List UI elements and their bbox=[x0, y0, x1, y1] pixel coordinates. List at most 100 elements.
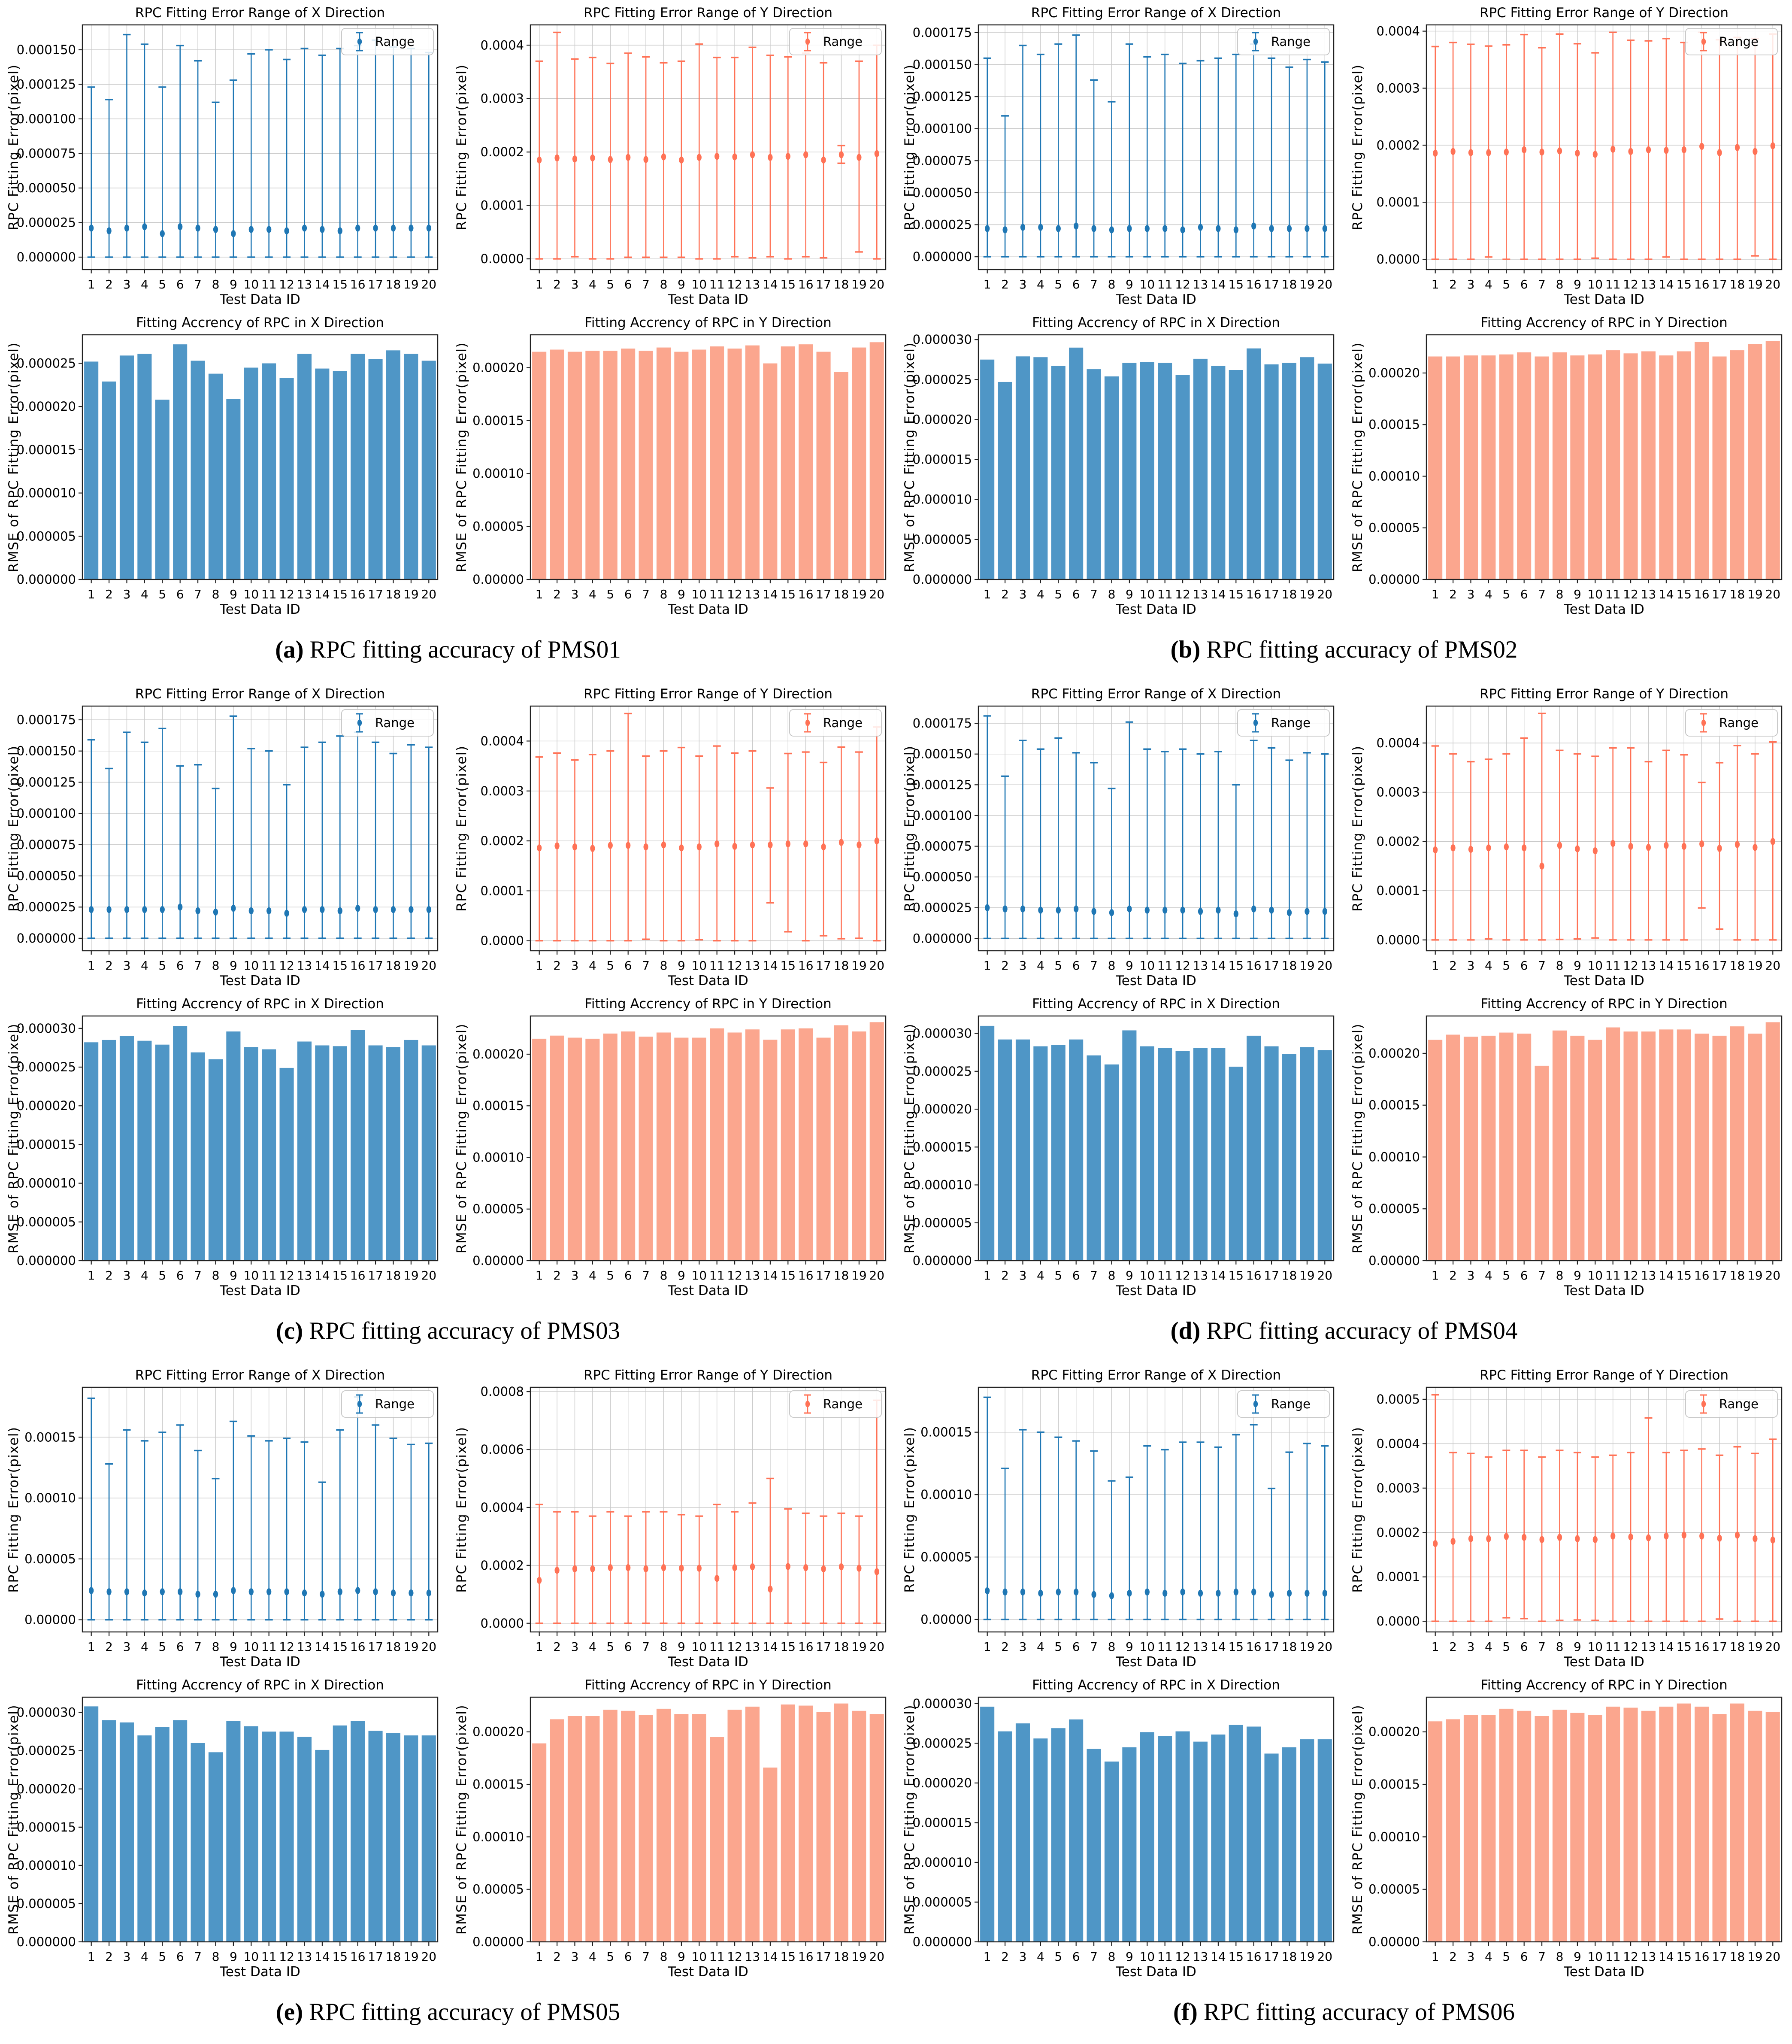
chart-pms05-accuracy-y: 0.00000 0.00005 0.00010 0.00015 0.00020 1 2 3 4 5… bbox=[448, 1674, 896, 1984]
svg-text:5: 5 bbox=[1502, 277, 1510, 291]
svg-text:Test Data ID: Test Data ID bbox=[1115, 602, 1196, 617]
svg-text:0.000150: 0.000150 bbox=[17, 42, 76, 57]
svg-text:Fitting Accrency of RPC in X D: Fitting Accrency of RPC in X Direction bbox=[136, 315, 384, 331]
svg-text:RPC Fitting Error(pixel): RPC Fitting Error(pixel) bbox=[1350, 64, 1365, 230]
panel-pms01: 0.000000 0.000025 0.000050 0.000075 0.000100… bbox=[0, 0, 896, 681]
svg-text:0.00020: 0.00020 bbox=[472, 1725, 524, 1739]
svg-text:15: 15 bbox=[332, 587, 348, 601]
svg-text:6: 6 bbox=[624, 958, 632, 973]
svg-text:6: 6 bbox=[1520, 587, 1528, 601]
svg-text:8: 8 bbox=[660, 587, 668, 601]
svg-text:RPC Fitting Error(pixel): RPC Fitting Error(pixel) bbox=[1350, 745, 1365, 911]
chart-pms02-error-range-y: 0.0000 0.0001 0.0002 0.0003 0.0004 1 2 3 4 5 6 7 8 9 1… bbox=[1344, 2, 1792, 312]
svg-text:0.000100: 0.000100 bbox=[913, 808, 972, 823]
svg-text:11: 11 bbox=[261, 958, 277, 973]
svg-text:12: 12 bbox=[1175, 587, 1190, 601]
svg-text:19: 19 bbox=[851, 958, 867, 973]
svg-text:5: 5 bbox=[1054, 1640, 1062, 1654]
svg-text:0.000010: 0.000010 bbox=[913, 1855, 972, 1870]
svg-text:10: 10 bbox=[1587, 1640, 1603, 1654]
svg-text:1: 1 bbox=[536, 1640, 543, 1654]
svg-text:18: 18 bbox=[834, 587, 849, 601]
svg-text:3: 3 bbox=[571, 587, 579, 601]
svg-text:20: 20 bbox=[1765, 958, 1780, 973]
svg-text:1: 1 bbox=[536, 277, 543, 291]
svg-text:0.0004: 0.0004 bbox=[1377, 1436, 1420, 1451]
svg-text:17: 17 bbox=[1712, 277, 1727, 291]
svg-text:8: 8 bbox=[660, 277, 668, 291]
svg-text:8: 8 bbox=[660, 1640, 668, 1654]
svg-text:0.000030: 0.000030 bbox=[17, 1705, 76, 1720]
svg-text:3: 3 bbox=[571, 1268, 579, 1283]
svg-text:12: 12 bbox=[1175, 277, 1190, 291]
svg-text:0.00005: 0.00005 bbox=[1368, 1201, 1420, 1216]
svg-text:7: 7 bbox=[1538, 1950, 1546, 1964]
svg-text:13: 13 bbox=[1641, 1640, 1656, 1654]
svg-text:0.000125: 0.000125 bbox=[17, 775, 76, 789]
svg-text:Test Data ID: Test Data ID bbox=[667, 973, 748, 989]
svg-text:Test Data ID: Test Data ID bbox=[219, 1283, 300, 1298]
svg-text:14: 14 bbox=[315, 277, 330, 291]
svg-text:13: 13 bbox=[745, 587, 760, 601]
svg-text:17: 17 bbox=[816, 958, 831, 973]
svg-text:0.0003: 0.0003 bbox=[481, 784, 524, 798]
svg-text:17: 17 bbox=[368, 587, 383, 601]
svg-text:16: 16 bbox=[1246, 1950, 1262, 1964]
svg-text:4: 4 bbox=[589, 958, 596, 973]
svg-text:12: 12 bbox=[279, 1268, 294, 1283]
svg-text:0.0001: 0.0001 bbox=[481, 883, 524, 898]
svg-text:9: 9 bbox=[678, 958, 685, 973]
svg-text:1: 1 bbox=[88, 1950, 95, 1964]
svg-text:15: 15 bbox=[1676, 277, 1692, 291]
svg-text:0.00010: 0.00010 bbox=[1368, 1150, 1420, 1165]
panel-caption-d: (d) RPC fitting accuracy of PMS04 bbox=[1171, 1303, 1518, 1359]
svg-text:8: 8 bbox=[1108, 1950, 1116, 1964]
svg-text:14: 14 bbox=[1659, 958, 1674, 973]
svg-text:18: 18 bbox=[386, 1950, 401, 1964]
svg-text:14: 14 bbox=[1659, 1640, 1674, 1654]
svg-text:9: 9 bbox=[230, 1640, 237, 1654]
svg-text:0.00005: 0.00005 bbox=[1368, 521, 1420, 535]
svg-text:0.00000: 0.00000 bbox=[24, 1613, 76, 1627]
svg-text:14: 14 bbox=[1659, 1268, 1674, 1283]
svg-text:Test Data ID: Test Data ID bbox=[667, 1964, 748, 1980]
svg-text:14: 14 bbox=[763, 958, 778, 973]
svg-text:16: 16 bbox=[350, 1950, 366, 1964]
svg-text:4: 4 bbox=[1485, 277, 1492, 291]
svg-text:14: 14 bbox=[763, 1950, 778, 1964]
svg-text:7: 7 bbox=[1538, 1640, 1546, 1654]
svg-text:20: 20 bbox=[869, 1950, 884, 1964]
svg-text:11: 11 bbox=[1605, 587, 1621, 601]
svg-text:Range: Range bbox=[1271, 1397, 1311, 1411]
svg-text:18: 18 bbox=[1282, 1268, 1297, 1283]
svg-text:Test Data ID: Test Data ID bbox=[1563, 1654, 1644, 1670]
svg-text:18: 18 bbox=[1282, 1950, 1297, 1964]
svg-text:0.00010: 0.00010 bbox=[920, 1487, 972, 1502]
svg-text:0.0000: 0.0000 bbox=[1377, 252, 1420, 267]
svg-text:9: 9 bbox=[1574, 1268, 1581, 1283]
caption-text: RPC fitting accuracy of PMS02 bbox=[1206, 636, 1518, 663]
svg-text:3: 3 bbox=[1467, 1268, 1475, 1283]
svg-text:2: 2 bbox=[1001, 277, 1009, 291]
svg-text:0.000150: 0.000150 bbox=[913, 58, 972, 72]
svg-text:20: 20 bbox=[869, 1268, 884, 1283]
svg-text:7: 7 bbox=[194, 1268, 202, 1283]
svg-text:0.0000: 0.0000 bbox=[481, 1616, 524, 1631]
svg-text:13: 13 bbox=[297, 1268, 312, 1283]
svg-text:16: 16 bbox=[798, 1268, 814, 1283]
svg-text:20: 20 bbox=[421, 587, 436, 601]
svg-text:15: 15 bbox=[1228, 1640, 1244, 1654]
svg-text:7: 7 bbox=[1090, 1950, 1098, 1964]
svg-text:2: 2 bbox=[105, 1950, 113, 1964]
chart-pms05-error-range-x: 0.00000 0.00005 0.00010 0.00015 1 2 3 4 5 6 7 8 9 10 1… bbox=[0, 1364, 448, 1674]
svg-text:12: 12 bbox=[1623, 277, 1638, 291]
svg-text:2: 2 bbox=[1001, 958, 1009, 973]
svg-text:1: 1 bbox=[1432, 587, 1439, 601]
svg-text:0.00000: 0.00000 bbox=[920, 1612, 972, 1627]
svg-text:10: 10 bbox=[1139, 1640, 1155, 1654]
svg-text:0.0001: 0.0001 bbox=[481, 198, 524, 213]
svg-text:4: 4 bbox=[141, 1950, 148, 1964]
svg-text:17: 17 bbox=[1712, 1268, 1727, 1283]
svg-text:17: 17 bbox=[1264, 1640, 1279, 1654]
svg-text:0.0001: 0.0001 bbox=[1377, 1570, 1420, 1584]
